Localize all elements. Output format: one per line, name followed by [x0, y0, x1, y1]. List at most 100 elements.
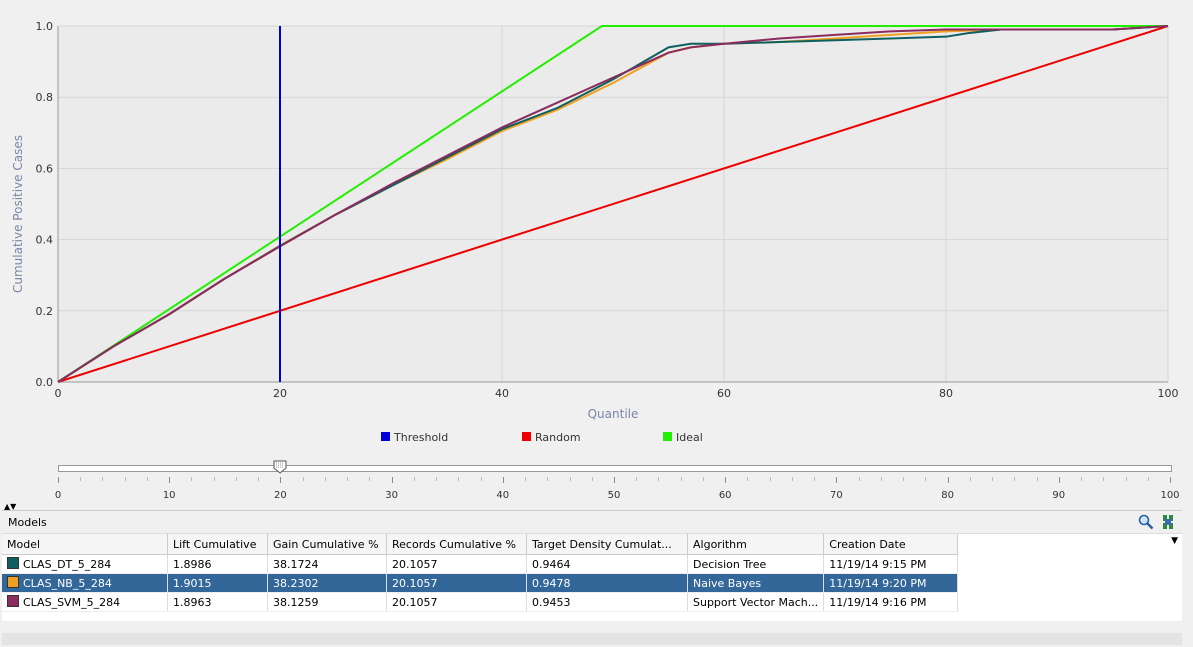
legend-swatch	[522, 432, 531, 441]
cell-records: 20.1057	[386, 592, 527, 612]
slider-tick	[58, 477, 59, 483]
slider-tick	[880, 477, 882, 481]
slider-tick	[80, 477, 82, 481]
slider-tick	[191, 477, 193, 481]
models-header: Models	[2, 511, 1182, 534]
model-name: CLAS_DT_5_284	[23, 558, 112, 571]
series-group	[57, 25, 1169, 383]
x-tick-label: 100	[1158, 387, 1179, 400]
slider-label: 70	[830, 490, 843, 501]
tick-labels: 0 20 40 60 80 100 0.0 0.2 0.4 0.6 0.8 1.0	[36, 20, 1179, 400]
slider-tick	[1170, 477, 1171, 483]
slider-tick	[1103, 477, 1105, 481]
col-gain[interactable]: Gain Cumulative %	[267, 534, 387, 555]
series-line-ideal	[57, 25, 1168, 383]
series-line-random	[57, 25, 1169, 383]
slider-tick	[925, 477, 927, 481]
panel-splitter[interactable]: ▲▼	[0, 503, 1193, 511]
slider-tick	[814, 477, 816, 481]
cell-lift: 1.8986	[167, 554, 268, 574]
slider-label: 0	[54, 490, 62, 501]
slider-tick	[258, 477, 260, 481]
slider-tick	[347, 477, 349, 481]
slider-tick	[947, 477, 949, 483]
y-tick-label: 1.0	[36, 20, 54, 33]
y-tick-label: 0.6	[36, 162, 54, 175]
slider-tick	[858, 477, 860, 481]
column-chooser-icon[interactable]: ▼	[1171, 536, 1178, 546]
slider-tick	[458, 477, 460, 481]
cell-density: 0.9464	[526, 554, 688, 574]
x-tick-label: 20	[273, 387, 287, 400]
cell-gain: 38.1259	[267, 592, 387, 612]
col-density[interactable]: Target Density Cumulat...	[526, 534, 688, 555]
slider-tick	[725, 477, 727, 483]
table-row[interactable]: CLAS_NB_5_284 1.9015 38.2302 20.1057 0.9478 N…	[2, 573, 959, 593]
model-name: CLAS_SVM_5_284	[23, 596, 121, 609]
cell-density: 0.9478	[526, 573, 688, 593]
y-tick-label: 0.0	[36, 376, 54, 389]
cell-records: 20.1057	[386, 554, 527, 574]
slider-tick	[747, 477, 749, 481]
cell-lift: 1.9015	[167, 573, 268, 593]
cell-density: 0.9453	[526, 592, 688, 612]
x-axis-label: Quantile	[588, 407, 639, 421]
grid	[57, 25, 1169, 383]
models-title: Models	[8, 515, 47, 529]
slider-tick	[636, 477, 638, 481]
horizontal-scrollbar[interactable]	[2, 633, 1182, 645]
col-records[interactable]: Records Cumulative %	[386, 534, 527, 555]
slider-tick	[525, 477, 527, 481]
cell-date: 11/19/14 9:15 PM	[823, 554, 959, 574]
slider-label: 100	[1160, 490, 1180, 501]
slider-track[interactable]	[58, 465, 1172, 472]
series-line-clas-svm-5-284	[57, 25, 1169, 383]
slider-label: 80	[941, 490, 954, 501]
cell-date: 11/19/14 9:16 PM	[823, 592, 959, 612]
slider-tick	[480, 477, 482, 481]
magnifier-icon[interactable]	[1138, 514, 1154, 530]
legend-label: Ideal	[676, 431, 703, 444]
slider-label: 50	[607, 490, 621, 501]
slider-tick	[1014, 477, 1016, 481]
slider-thumb[interactable]	[273, 460, 287, 474]
table-row[interactable]: CLAS_DT_5_284 1.8986 38.1724 20.1057 0.9464 D…	[2, 554, 959, 574]
slider-label: 20	[274, 490, 287, 501]
x-tick-label: 60	[717, 387, 731, 400]
refresh-icon[interactable]	[1160, 514, 1176, 530]
slider-label: 30	[385, 490, 398, 501]
slider-tick	[413, 477, 415, 481]
slider-tick	[1081, 477, 1083, 481]
cell-algorithm: Support Vector Mach...	[687, 592, 825, 612]
cell-records: 20.1057	[386, 573, 527, 593]
legend-swatch	[381, 432, 390, 441]
collapse-arrows-icon[interactable]: ▲▼	[4, 502, 17, 511]
legend-label: Random	[535, 431, 581, 444]
slider-tick	[614, 477, 615, 483]
col-date[interactable]: Creation Date	[823, 534, 959, 555]
model-name: CLAS_NB_5_284	[23, 577, 112, 590]
slider-tick	[436, 477, 438, 481]
slider-tick	[547, 477, 549, 481]
model-color-swatch	[7, 557, 19, 569]
table-row[interactable]: CLAS_SVM_5_284 1.8963 38.1259 20.1057 0.9453…	[2, 592, 959, 612]
col-lift[interactable]: Lift Cumulative	[167, 534, 268, 555]
cell-model: CLAS_DT_5_284	[2, 554, 168, 574]
cell-model: CLAS_SVM_5_284	[2, 592, 168, 612]
table-header-row: Model Lift Cumulative Gain Cumulative % …	[2, 534, 959, 555]
slider-tick	[124, 477, 126, 481]
y-tick-label: 0.2	[36, 305, 54, 318]
slider-tick	[992, 477, 994, 481]
quantile-slider[interactable]: 0 10 20 30 40 50 60 70 80 90 100	[0, 455, 1193, 505]
models-panel: Models Model Lift Cumulative Gain Cumula…	[2, 510, 1182, 621]
y-axis-label: Cumulative Positive Cases	[11, 135, 25, 293]
slider-tick	[324, 477, 326, 481]
col-model[interactable]: Model	[2, 534, 168, 555]
x-tick-label: 40	[495, 387, 509, 400]
col-algorithm[interactable]: Algorithm	[687, 534, 825, 555]
slider-tick	[391, 477, 393, 483]
slider-tick	[769, 477, 771, 481]
legend-swatch	[663, 432, 672, 441]
slider-tick	[280, 477, 282, 483]
